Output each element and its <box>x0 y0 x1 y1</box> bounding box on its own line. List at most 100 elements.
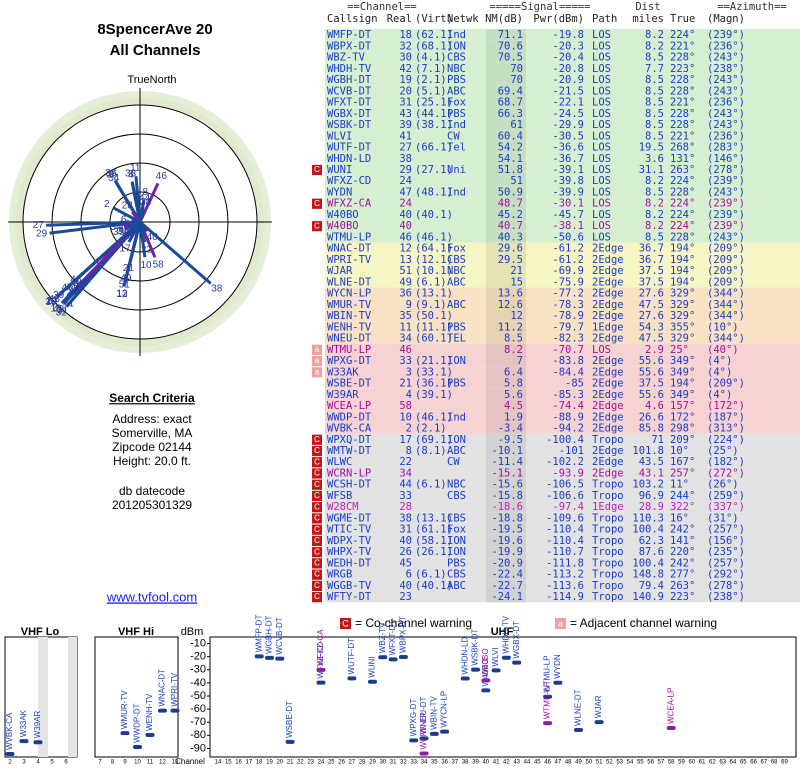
cell: 141° <box>670 535 695 547</box>
cell: 45.2 <box>498 209 523 221</box>
cell: 228° <box>670 85 695 97</box>
cell: 355° <box>670 321 695 333</box>
cell: 2Edge <box>592 411 624 423</box>
nm-cell <box>486 197 526 209</box>
cell: -78.3 <box>552 299 584 311</box>
cell: 19.5 <box>639 142 664 154</box>
cell: 8.5 <box>504 333 523 345</box>
cell: 70 <box>510 74 523 86</box>
cell: -19.5 <box>491 524 523 536</box>
cell: 263° <box>670 164 695 176</box>
cell: PBS <box>447 108 466 120</box>
nm-cell <box>486 175 526 187</box>
warning-mark: C <box>314 570 320 579</box>
cell: -85 <box>565 378 584 390</box>
spoke-label: 17 <box>119 244 131 255</box>
cell: 26 <box>399 546 412 558</box>
cell: (257°) <box>707 557 745 569</box>
signal-callsign: WWDP-DT <box>133 703 142 743</box>
spoke-label: 6 <box>121 215 127 226</box>
cell: 29 <box>399 164 412 176</box>
x-tick-label: 30 <box>379 760 386 766</box>
cell: 96.9 <box>639 490 664 502</box>
warning-badge <box>312 164 322 176</box>
signal-bar <box>170 708 180 713</box>
title: 8SpencerAve 20 <box>97 21 212 38</box>
band-label: UHF <box>491 626 514 638</box>
row-bg <box>325 478 800 490</box>
cell: 329° <box>670 288 695 300</box>
nm-cell <box>486 579 526 591</box>
x-tick-label: 2 <box>8 760 12 766</box>
spoke-label: 3 <box>128 169 134 180</box>
spoke-label: 24 <box>66 287 78 298</box>
row-bg <box>325 501 800 513</box>
cell: (7.1) <box>415 63 447 75</box>
cell: (5.1) <box>415 85 447 97</box>
cell: W40BO <box>327 209 359 221</box>
spoke-label: 34 <box>110 222 122 233</box>
cell: ABC <box>447 299 466 311</box>
cell: 49 <box>399 276 412 288</box>
cell: (27.1) <box>415 164 453 176</box>
x-tick-label: 25 <box>328 760 335 766</box>
signal-callsign: WLVI <box>491 647 500 666</box>
cell: (272°) <box>707 467 745 479</box>
cell: 37.5 <box>639 378 664 390</box>
cell: LOS <box>592 231 611 243</box>
cell: 62.3 <box>639 535 664 547</box>
nm-cell <box>486 354 526 367</box>
cell: 5.6 <box>504 389 523 401</box>
cell: 27.6 <box>639 288 664 300</box>
x-tick-label: 49 <box>575 760 582 766</box>
cell: 221° <box>670 130 695 142</box>
cell: WYDN <box>327 186 352 198</box>
warning-badge <box>312 457 322 468</box>
y-tick-label: -90 <box>190 742 206 754</box>
row-bg <box>325 265 800 277</box>
band-gap <box>68 637 77 757</box>
azimuth-spoke <box>138 221 147 243</box>
spoke-label: 41 <box>63 299 75 310</box>
cell: 43.5 <box>639 456 664 468</box>
cell: WENH-TV <box>327 321 372 333</box>
cell: (146°) <box>707 153 745 165</box>
azimuth-spoke <box>130 182 142 223</box>
row-bg <box>325 107 800 119</box>
cell: 66.3 <box>498 108 523 120</box>
cell: PBS <box>447 74 466 86</box>
cell: -15.8 <box>491 490 523 502</box>
x-axis-label: Channel <box>175 757 205 766</box>
column-header: NM(dB) <box>485 13 523 25</box>
nm-cell <box>486 310 526 322</box>
cell: 2Edge <box>592 423 624 435</box>
cell: -97.4 <box>552 501 584 513</box>
warning-badge <box>312 524 322 535</box>
nm-cell <box>486 208 526 221</box>
site-link[interactable]: www.tvfool.com <box>106 589 197 604</box>
cell: (239°) <box>707 175 745 187</box>
x-tick-label: 37 <box>452 760 459 766</box>
row-bg <box>325 422 800 434</box>
cell: 71 <box>651 434 664 446</box>
x-tick-label: 63 <box>719 760 726 766</box>
nm-cell <box>486 242 526 254</box>
nm-cell <box>486 298 526 310</box>
cell: (58.1) <box>415 535 453 547</box>
cell: (278°) <box>707 164 745 176</box>
warning-badge <box>312 535 322 547</box>
cell: 6.4 <box>504 366 523 378</box>
nm-cell <box>486 287 526 299</box>
cell: 224° <box>670 175 695 187</box>
cell: 23 <box>399 591 412 603</box>
x-tick-label: 18 <box>256 760 263 766</box>
cell: 47 <box>399 186 412 198</box>
signal-bar <box>481 678 491 683</box>
cell: 35 <box>399 310 412 322</box>
cell: WCVB-DT <box>327 85 372 97</box>
cell: (46.1) <box>415 231 453 243</box>
cell: 277° <box>670 569 695 581</box>
x-tick-label: 23 <box>307 760 314 766</box>
cell: -78.9 <box>552 310 584 322</box>
cell: 349° <box>670 366 695 378</box>
